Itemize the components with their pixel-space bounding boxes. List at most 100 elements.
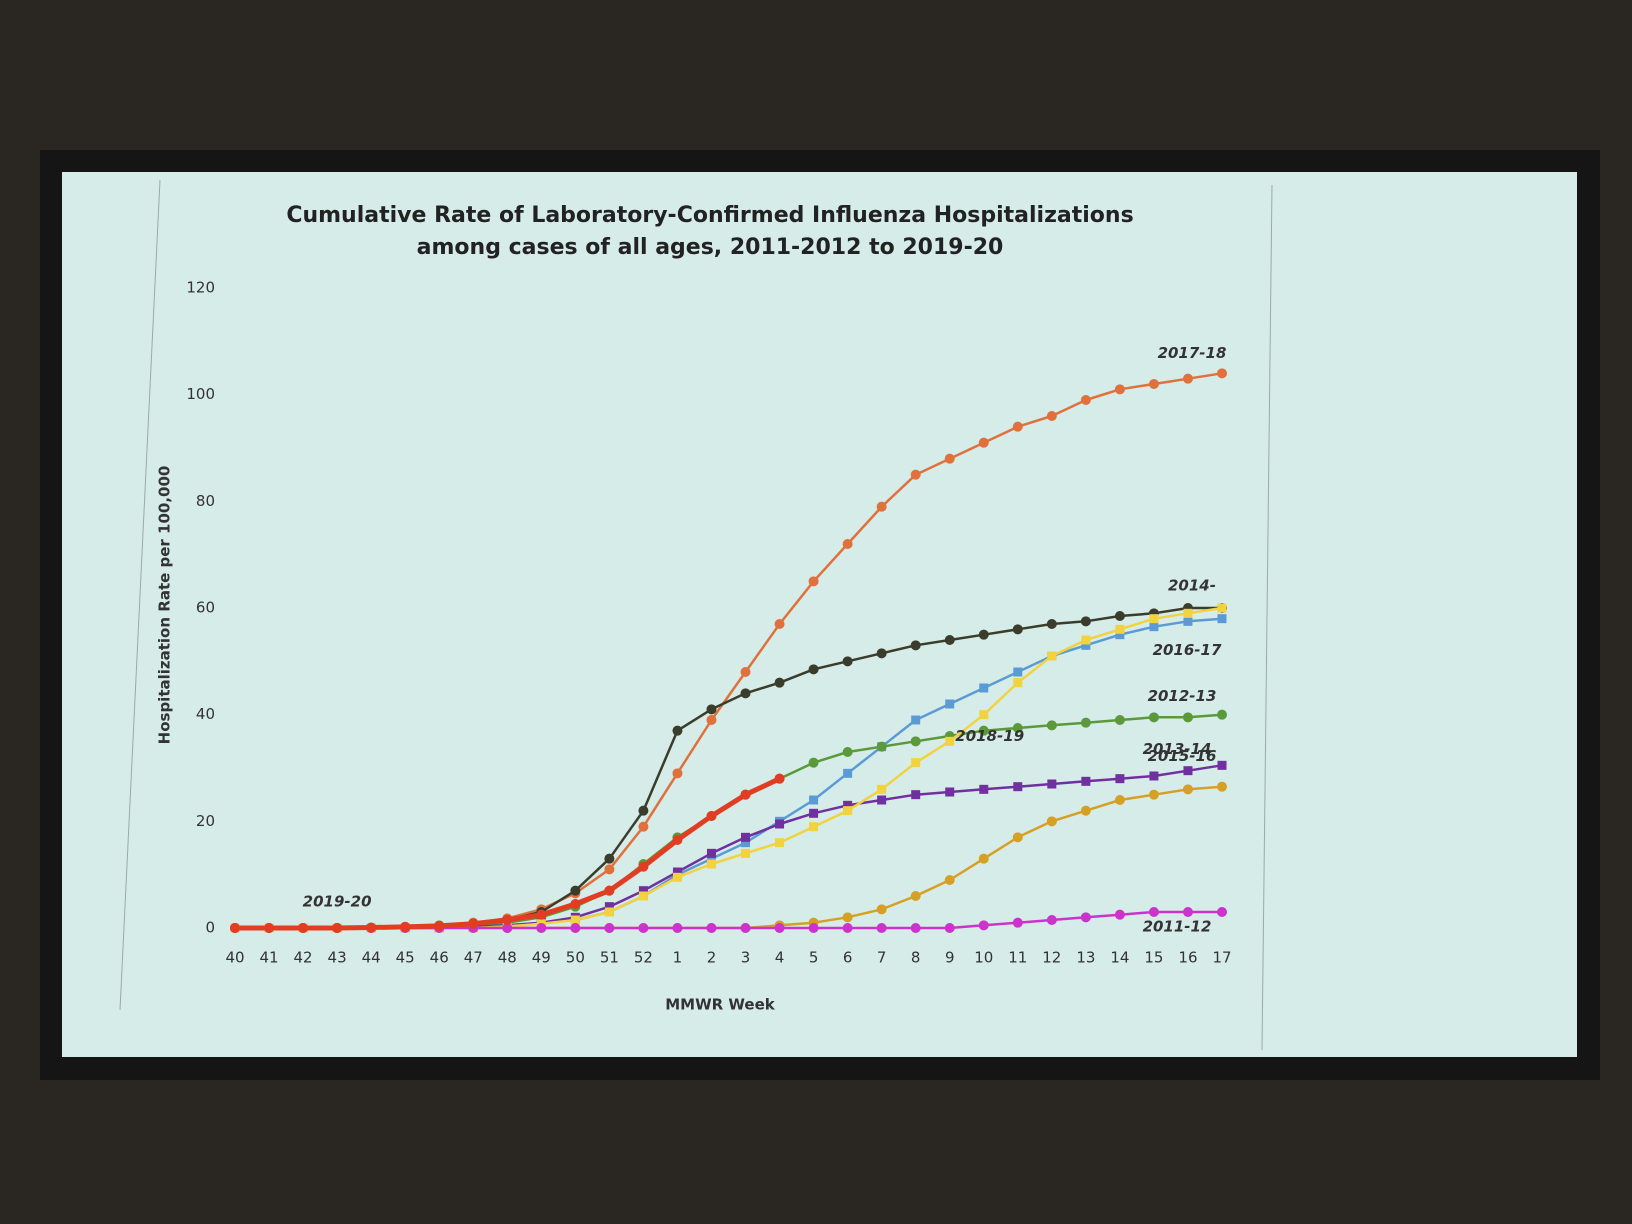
point bbox=[911, 758, 921, 768]
x-tick-label: 51 bbox=[600, 949, 619, 967]
point bbox=[706, 704, 717, 715]
point bbox=[638, 821, 649, 832]
point bbox=[910, 923, 921, 933]
point bbox=[944, 923, 955, 933]
point bbox=[264, 923, 275, 933]
point bbox=[1182, 373, 1193, 384]
point bbox=[1114, 715, 1125, 725]
point bbox=[672, 923, 683, 933]
point bbox=[706, 859, 716, 869]
point bbox=[672, 867, 682, 877]
point bbox=[1217, 614, 1227, 624]
point bbox=[1149, 622, 1159, 632]
y-tick-label: 80 bbox=[196, 492, 215, 510]
y-tick-label: 120 bbox=[186, 279, 215, 297]
point bbox=[1013, 782, 1023, 792]
point bbox=[944, 453, 955, 464]
x-tick-label: 49 bbox=[532, 949, 551, 967]
point bbox=[843, 800, 853, 810]
y-tick-label: 20 bbox=[196, 812, 215, 830]
point bbox=[876, 501, 887, 512]
point bbox=[604, 923, 615, 933]
point bbox=[298, 923, 309, 933]
point bbox=[978, 853, 989, 864]
x-tick-label: 12 bbox=[1042, 949, 1061, 967]
point bbox=[1013, 678, 1023, 688]
point bbox=[741, 848, 751, 858]
point bbox=[1080, 395, 1091, 405]
point bbox=[1114, 384, 1125, 395]
point bbox=[945, 699, 955, 709]
point bbox=[1182, 784, 1193, 795]
point bbox=[1080, 616, 1091, 627]
point bbox=[911, 790, 921, 800]
point bbox=[1148, 789, 1159, 800]
x-tick-label: 40 bbox=[225, 949, 244, 967]
point bbox=[1182, 712, 1193, 723]
point bbox=[775, 838, 785, 848]
point bbox=[1080, 717, 1091, 728]
point bbox=[945, 736, 955, 746]
point bbox=[944, 875, 955, 885]
slide-edge bbox=[1261, 184, 1273, 1051]
point bbox=[638, 923, 649, 933]
point bbox=[1081, 635, 1091, 645]
point bbox=[808, 923, 819, 933]
point bbox=[672, 835, 683, 845]
point bbox=[1115, 624, 1125, 634]
point bbox=[978, 920, 989, 931]
x-tick-label: 9 bbox=[945, 949, 955, 967]
x-tick-label: 48 bbox=[498, 949, 517, 967]
slide bbox=[62, 172, 1577, 1057]
series-label: 2016-17 bbox=[1153, 641, 1222, 659]
point bbox=[1047, 651, 1057, 661]
point bbox=[740, 789, 751, 800]
y-tick-label: 0 bbox=[205, 919, 215, 937]
point bbox=[979, 784, 989, 794]
point bbox=[1046, 915, 1057, 925]
point bbox=[978, 437, 989, 448]
point bbox=[672, 725, 683, 736]
x-tick-label: 16 bbox=[1178, 949, 1197, 967]
point bbox=[774, 619, 785, 629]
point bbox=[1114, 909, 1125, 920]
point bbox=[1114, 795, 1125, 805]
point bbox=[400, 921, 411, 932]
point bbox=[740, 667, 751, 677]
x-tick-label: 50 bbox=[566, 949, 585, 967]
x-tick-label: 5 bbox=[809, 949, 819, 967]
x-tick-label: 44 bbox=[362, 949, 381, 967]
point bbox=[706, 854, 716, 864]
series-line bbox=[235, 606, 1223, 930]
x-tick-label: 14 bbox=[1110, 949, 1129, 967]
x-tick-label: 2 bbox=[707, 949, 717, 967]
point bbox=[808, 757, 819, 768]
point bbox=[434, 920, 445, 931]
series-line bbox=[235, 606, 1222, 930]
point bbox=[638, 861, 649, 872]
x-tick-label: 1 bbox=[673, 949, 683, 967]
y-tick-label: 100 bbox=[186, 385, 215, 403]
point bbox=[604, 902, 614, 912]
point bbox=[570, 923, 581, 933]
slide-edge bbox=[119, 179, 161, 1011]
point bbox=[638, 886, 648, 896]
point bbox=[774, 677, 785, 688]
point bbox=[570, 899, 581, 909]
point bbox=[672, 768, 683, 779]
point bbox=[842, 923, 853, 933]
point bbox=[1217, 781, 1227, 792]
series-label: 2017-18 bbox=[1158, 344, 1227, 362]
point bbox=[808, 576, 819, 587]
series-label: 2015-16 bbox=[1148, 747, 1217, 765]
point bbox=[1115, 630, 1125, 640]
point bbox=[570, 915, 580, 925]
point bbox=[638, 805, 649, 816]
point bbox=[843, 806, 853, 816]
x-axis-label: MMWR Week bbox=[665, 996, 776, 1014]
point bbox=[876, 648, 887, 659]
point bbox=[809, 822, 819, 832]
point bbox=[672, 872, 682, 882]
point bbox=[775, 819, 785, 829]
point bbox=[1115, 774, 1125, 784]
